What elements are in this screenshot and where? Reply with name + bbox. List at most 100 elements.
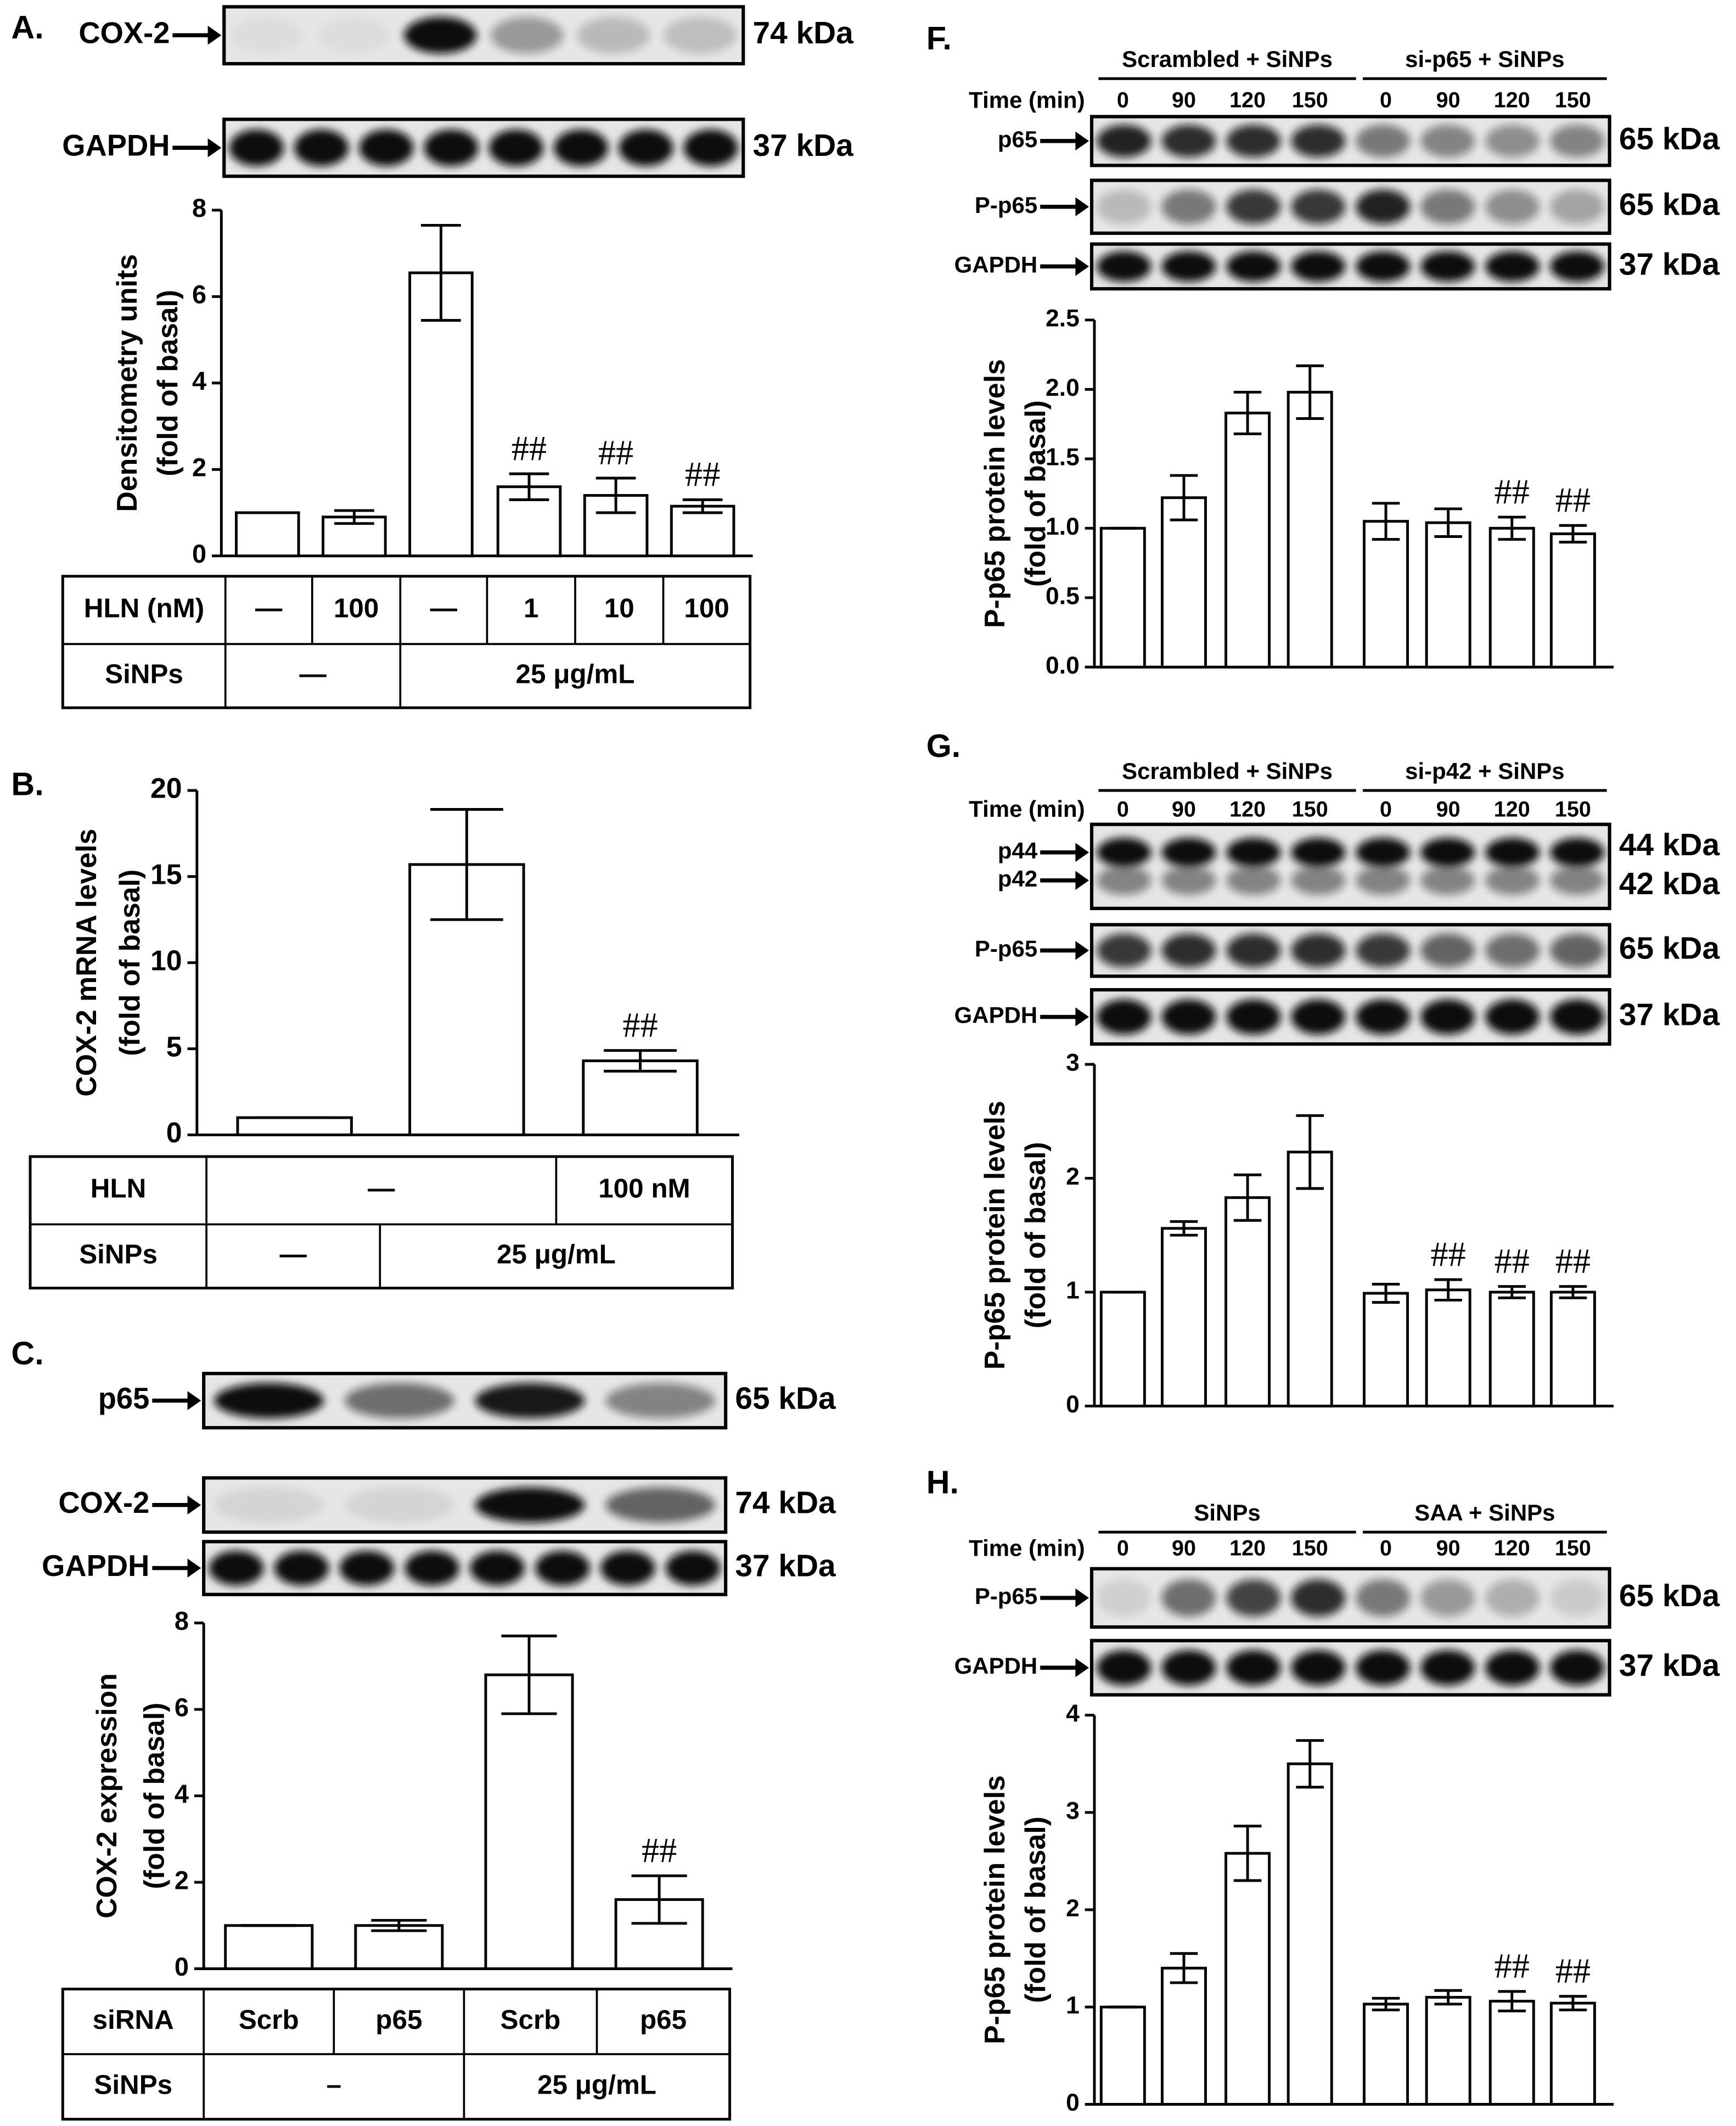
error-bar <box>1559 1995 1587 2012</box>
table-cell: — <box>299 659 327 689</box>
time-label: Time (min) <box>969 87 1085 113</box>
y-tick-label: 1 <box>1066 1277 1080 1304</box>
lane-label: 0 <box>1117 88 1129 113</box>
lane-label: 0 <box>1117 798 1129 822</box>
y-tick-label: 3 <box>1066 1798 1080 1825</box>
bar <box>582 1059 699 1136</box>
bar <box>1549 1291 1596 1407</box>
blot-band <box>1356 1579 1411 1617</box>
blot-band <box>1550 999 1605 1035</box>
bar <box>1425 1996 1471 2106</box>
annotation: ## <box>685 455 720 494</box>
y-tick-label: 0.5 <box>1046 583 1080 610</box>
annotation: ## <box>622 1006 658 1045</box>
blot-label: P-p65 <box>975 192 1037 218</box>
error-bar <box>371 1919 427 1932</box>
blot-band <box>1226 125 1281 158</box>
error-bar <box>1434 1278 1462 1302</box>
blot-label: p65 <box>998 126 1037 152</box>
y-tick-label: 3 <box>1066 1050 1080 1076</box>
annotation: ## <box>1555 1951 1591 1990</box>
bar <box>1286 390 1333 669</box>
panel-label: G. <box>926 727 961 764</box>
blot-band <box>1356 866 1411 895</box>
lane-label: 150 <box>1555 798 1591 822</box>
blot-label: GAPDH <box>954 1653 1038 1679</box>
lane-label: 90 <box>1436 1536 1460 1561</box>
error-bar <box>1170 474 1198 521</box>
y-tick-label: 0.0 <box>1046 652 1080 679</box>
annotation: ## <box>512 429 547 468</box>
blot-kda: 37 kDa <box>1619 1648 1720 1683</box>
y-axis-label: P-p65 protein levels <box>979 1775 1010 2044</box>
y-tick-label: 20 <box>150 772 182 804</box>
blot-band <box>1550 1650 1605 1686</box>
error-bar <box>334 509 374 525</box>
blot-band <box>1226 1650 1281 1686</box>
blot-band <box>1550 933 1605 968</box>
lane-label: 0 <box>1380 1536 1392 1561</box>
annotation: ## <box>598 433 633 472</box>
blot-band <box>470 1551 525 1586</box>
lane-label: 120 <box>1229 88 1266 113</box>
blot-band <box>1161 866 1216 895</box>
bar <box>1363 520 1409 669</box>
blot-arrowhead <box>1075 1588 1089 1608</box>
bar <box>670 504 735 558</box>
blot-band <box>664 16 737 54</box>
blot-kda: 42 kDa <box>1619 867 1720 901</box>
bar <box>236 1116 353 1136</box>
blot <box>222 5 745 66</box>
blot-band <box>1420 866 1475 895</box>
blot-band <box>1226 251 1281 282</box>
panel-label: F. <box>926 20 952 57</box>
table-cell: 100 <box>684 593 729 624</box>
blot-label: COX-2 <box>78 16 170 50</box>
blot-label: P-p65 <box>975 936 1037 962</box>
table-cell: SiNPs <box>105 659 183 689</box>
y-tick-label: 6 <box>175 1693 189 1721</box>
error-bar <box>1559 1285 1587 1299</box>
error-bar <box>1498 1285 1526 1299</box>
blot-kda: 37 kDa <box>753 128 854 163</box>
bar <box>1099 2005 1146 2106</box>
blot-band <box>1485 1579 1540 1617</box>
bar <box>1549 532 1596 669</box>
bar <box>1488 526 1535 669</box>
bar <box>1425 521 1471 669</box>
blot-band <box>424 129 479 166</box>
blot-band <box>1356 933 1411 968</box>
blot-kda: 74 kDa <box>753 16 854 51</box>
blot-band <box>1161 125 1216 158</box>
blot-band <box>1291 838 1346 867</box>
table-cell: SiNPs <box>94 2069 172 2100</box>
blot-kda: 74 kDa <box>735 1486 836 1521</box>
table-cell: Scrb <box>501 2005 561 2035</box>
blot-band <box>1420 1579 1475 1617</box>
annotation: ## <box>1555 480 1591 519</box>
blot-band <box>619 129 673 166</box>
lane-label: 120 <box>1494 88 1530 113</box>
blot-band <box>1485 999 1540 1035</box>
blot-band <box>1097 1650 1151 1686</box>
bar <box>1224 1196 1271 1407</box>
error-bar <box>1233 390 1262 435</box>
blot-band <box>475 1487 585 1523</box>
error-bar <box>1296 364 1324 420</box>
blot-band <box>1097 933 1151 968</box>
blot-band <box>1356 251 1411 282</box>
blot-band <box>1161 1650 1216 1686</box>
y-tick-label: 4 <box>192 367 206 395</box>
blot-band <box>1485 125 1540 158</box>
annotation: ## <box>1495 1947 1530 1985</box>
table-cell: — <box>280 1239 307 1270</box>
blot-band <box>359 129 414 166</box>
blot-band <box>683 129 738 166</box>
table-cell: 25 μg/mL <box>497 1239 616 1270</box>
blot-band <box>577 16 650 54</box>
blot-kda: 65 kDa <box>1619 931 1720 966</box>
y-tick-label: 6 <box>192 281 206 309</box>
lane-label: 90 <box>1436 88 1460 113</box>
group-label: si-p65 + SiNPs <box>1405 46 1565 72</box>
bar <box>1549 2001 1596 2106</box>
